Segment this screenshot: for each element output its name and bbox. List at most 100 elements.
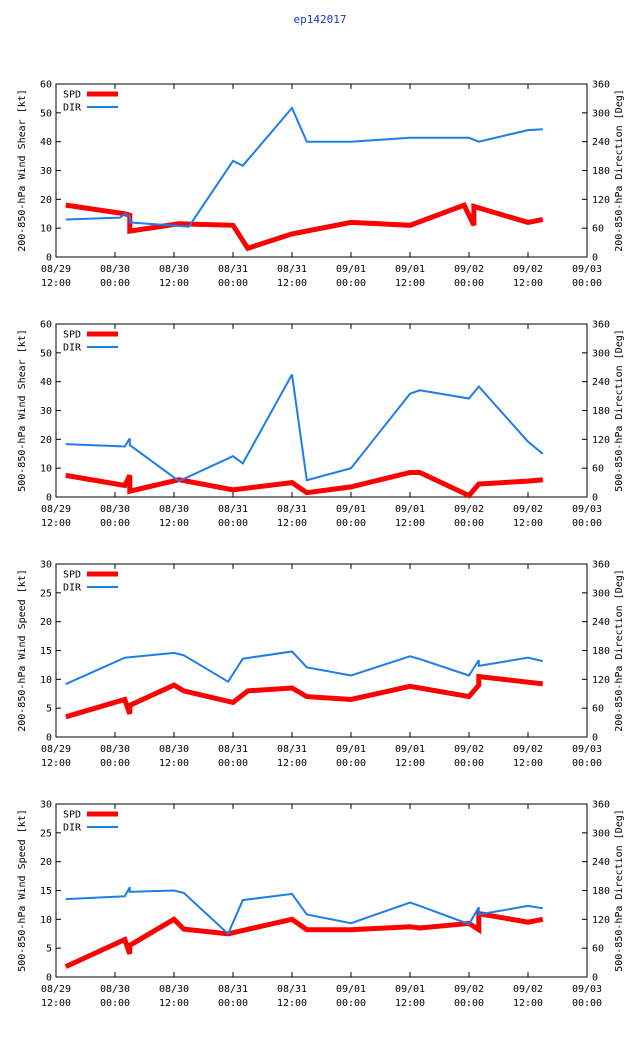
x-tick-time: 00:00 [218, 278, 248, 289]
x-tick-date: 08/29 [41, 744, 71, 755]
x-tick-time: 12:00 [395, 278, 425, 289]
x-tick-date: 08/29 [41, 264, 71, 275]
x-tick-time: 00:00 [100, 758, 130, 769]
left-tick-label: 50 [40, 348, 52, 359]
left-tick-label: 40 [40, 137, 52, 148]
right-tick-label: 300 [592, 108, 610, 119]
right-tick-label: 180 [592, 886, 610, 897]
x-tick-time: 12:00 [159, 998, 189, 1009]
right-tick-label: 120 [592, 675, 610, 686]
x-tick-time: 00:00 [454, 998, 484, 1009]
dir-series-line [65, 106, 543, 228]
x-tick-date: 08/31 [277, 744, 307, 755]
x-tick-date: 09/02 [454, 264, 484, 275]
left-tick-label: 5 [46, 944, 52, 955]
x-tick-date: 09/01 [336, 744, 366, 755]
left-tick-label: 30 [40, 166, 52, 177]
x-tick-time: 12:00 [395, 998, 425, 1009]
left-tick-label: 15 [40, 646, 52, 657]
right-tick-label: 360 [592, 560, 610, 571]
x-tick-date: 09/02 [513, 984, 543, 995]
x-tick-date: 09/03 [572, 984, 602, 995]
x-tick-time: 12:00 [159, 758, 189, 769]
left-tick-label: 0 [46, 973, 52, 984]
right-tick-label: 360 [592, 80, 610, 91]
right-tick-label: 180 [592, 166, 610, 177]
x-tick-time: 00:00 [454, 278, 484, 289]
x-tick-time: 12:00 [41, 758, 71, 769]
left-tick-label: 30 [40, 560, 52, 571]
left-tick-label: 50 [40, 108, 52, 119]
y-axis-title: 500-850-hPa Wind Speed [kt] [17, 809, 28, 972]
right-tick-label: 60 [592, 944, 604, 955]
x-tick-time: 00:00 [336, 758, 366, 769]
left-tick-label: 10 [40, 675, 52, 686]
left-tick-label: 60 [40, 320, 52, 331]
left-tick-label: 15 [40, 886, 52, 897]
x-tick-time: 12:00 [277, 998, 307, 1009]
x-tick-date: 09/03 [572, 504, 602, 515]
right-tick-label: 240 [592, 137, 610, 148]
right-tick-label: 300 [592, 348, 610, 359]
x-tick-date: 09/03 [572, 744, 602, 755]
x-tick-time: 12:00 [159, 278, 189, 289]
spd-series-line [65, 673, 544, 720]
x-tick-time: 12:00 [513, 758, 543, 769]
plot-frame [55, 803, 588, 978]
x-tick-date: 09/03 [572, 264, 602, 275]
x-tick-date: 09/01 [336, 504, 366, 515]
left-tick-label: 10 [40, 915, 52, 926]
right-tick-label: 120 [592, 435, 610, 446]
x-tick-time: 00:00 [572, 998, 602, 1009]
x-tick-date: 09/01 [336, 984, 366, 995]
right-tick-label: 120 [592, 195, 610, 206]
legend-label: SPD [63, 330, 81, 341]
x-tick-date: 08/31 [218, 984, 248, 995]
right-tick-label: 240 [592, 377, 610, 388]
right-tick-label: 120 [592, 915, 610, 926]
right-tick-label: 60 [592, 224, 604, 235]
chart-legend: SPD DIR [63, 330, 118, 354]
x-tick-time: 12:00 [513, 518, 543, 529]
x-tick-time: 12:00 [277, 758, 307, 769]
left-tick-label: 30 [40, 406, 52, 417]
x-tick-time: 12:00 [159, 518, 189, 529]
x-tick-time: 00:00 [336, 278, 366, 289]
left-tick-label: 5 [46, 704, 52, 715]
spd-series-line [65, 470, 544, 499]
left-tick-label: 40 [40, 377, 52, 388]
x-tick-time: 00:00 [336, 998, 366, 1009]
left-tick-label: 0 [46, 493, 52, 504]
right-tick-label: 180 [592, 406, 610, 417]
x-tick-time: 12:00 [395, 758, 425, 769]
legend-label: DIR [63, 343, 82, 354]
x-tick-date: 09/02 [513, 744, 543, 755]
x-tick-time: 12:00 [277, 518, 307, 529]
x-tick-time: 12:00 [41, 518, 71, 529]
x-tick-date: 08/30 [100, 744, 130, 755]
left-tick-label: 0 [46, 733, 52, 744]
legend-label: SPD [63, 90, 81, 101]
x-tick-date: 09/02 [454, 504, 484, 515]
y2-axis-title: 500-850-hPa Direction [Deg] [614, 809, 625, 972]
dir-series-line [65, 374, 544, 483]
chart-legend: SPD DIR [63, 90, 118, 114]
y2-axis-title: 200-850-hPa Direction [Deg] [614, 89, 625, 252]
right-tick-label: 360 [592, 320, 610, 331]
right-tick-label: 300 [592, 828, 610, 839]
x-tick-date: 08/31 [218, 504, 248, 515]
x-tick-date: 09/02 [513, 264, 543, 275]
x-tick-time: 12:00 [395, 518, 425, 529]
legend-label: SPD [63, 810, 81, 821]
x-tick-time: 00:00 [218, 518, 248, 529]
x-tick-date: 09/01 [336, 264, 366, 275]
chart-panel-2: 0 10 20 30 40 50 60 0 60 120 180 240 300 360 08/29 12:0… [17, 320, 625, 530]
left-tick-label: 30 [40, 800, 52, 811]
right-tick-label: 60 [592, 704, 604, 715]
right-tick-label: 0 [592, 253, 598, 264]
y-axis-title: 500-850-hPa Wind Shear [kt] [17, 329, 28, 492]
y2-axis-title: 500-850-hPa Direction [Deg] [614, 329, 625, 492]
chart-panel-3: 05101520253006012018024030036008/2912:00… [17, 560, 625, 770]
x-tick-date: 08/30 [159, 984, 189, 995]
